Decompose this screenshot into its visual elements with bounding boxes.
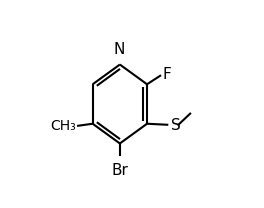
- Text: CH₃: CH₃: [51, 119, 77, 133]
- Text: N: N: [113, 42, 125, 57]
- Text: Br: Br: [111, 163, 128, 178]
- Text: S: S: [171, 118, 180, 133]
- Text: F: F: [163, 67, 171, 82]
